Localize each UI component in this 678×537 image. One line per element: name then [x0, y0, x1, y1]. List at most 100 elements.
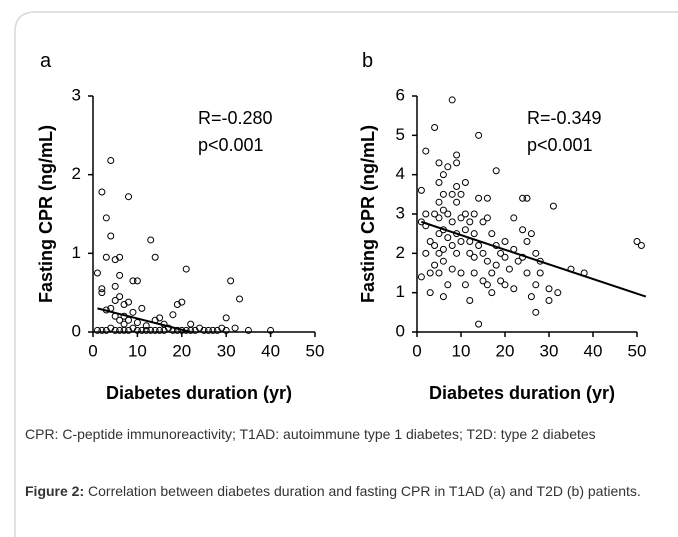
data-point	[483, 281, 491, 289]
data-point	[98, 289, 106, 297]
data-point	[142, 322, 150, 330]
data-point	[133, 277, 141, 285]
data-point	[129, 277, 137, 285]
data-point	[488, 230, 496, 238]
data-point	[107, 232, 115, 240]
data-point	[497, 277, 505, 285]
data-point	[435, 179, 443, 187]
data-point	[422, 210, 430, 218]
data-point	[453, 182, 461, 190]
data-point	[505, 265, 513, 273]
data-point	[461, 210, 469, 218]
data-point	[461, 179, 469, 187]
data-point	[120, 300, 128, 308]
data-point	[549, 202, 557, 210]
data-point	[422, 249, 430, 257]
y-tick-label: 3	[72, 85, 81, 104]
x-tick-label: 40	[584, 341, 603, 360]
data-point	[501, 281, 509, 289]
data-point	[231, 324, 239, 332]
data-point	[93, 326, 101, 334]
data-point	[444, 234, 452, 242]
data-point	[267, 326, 275, 334]
data-point	[431, 123, 439, 131]
data-point	[439, 206, 447, 214]
annotation: R=-0.349	[527, 108, 602, 128]
data-point	[435, 269, 443, 277]
data-point	[111, 297, 119, 305]
data-point	[98, 326, 106, 334]
data-point	[475, 241, 483, 249]
x-tick-label: 20	[172, 341, 191, 360]
x-tick-label: 0	[412, 341, 421, 360]
data-point	[532, 249, 540, 257]
data-point	[475, 194, 483, 202]
data-point	[98, 188, 106, 196]
data-point	[439, 171, 447, 179]
data-point	[151, 253, 159, 261]
data-point	[102, 214, 110, 222]
data-point	[453, 249, 461, 257]
data-point	[125, 316, 133, 324]
data-point	[142, 326, 150, 334]
data-point	[510, 214, 518, 222]
data-point	[453, 159, 461, 167]
data-point	[439, 245, 447, 253]
data-point	[204, 326, 212, 334]
data-point	[527, 293, 535, 301]
data-point	[431, 210, 439, 218]
y-tick-label: 3	[396, 203, 405, 222]
x-tick-label: 20	[496, 341, 515, 360]
data-point	[222, 314, 230, 322]
data-point	[461, 226, 469, 234]
data-point	[439, 190, 447, 198]
x-tick-label: 30	[540, 341, 559, 360]
data-point	[116, 271, 124, 279]
data-point	[102, 253, 110, 261]
data-point	[169, 311, 177, 319]
data-point	[417, 273, 425, 281]
data-point	[426, 289, 434, 297]
footnote: CPR: C-peptide immunoreactivity; T1AD: a…	[25, 426, 596, 442]
data-point	[187, 320, 195, 328]
y-axis-label: Fasting CPR (ng/mL)	[36, 125, 56, 303]
data-point	[448, 190, 456, 198]
data-point	[98, 285, 106, 293]
data-point	[483, 194, 491, 202]
y-tick-label: 1	[72, 243, 81, 262]
data-point	[483, 257, 491, 265]
data-point	[453, 198, 461, 206]
y-tick-label: 4	[396, 164, 405, 183]
data-point	[182, 265, 190, 273]
data-point	[554, 289, 562, 297]
data-point	[497, 249, 505, 257]
data-point	[120, 326, 128, 334]
data-point	[129, 308, 137, 316]
data-point	[138, 326, 146, 334]
figure-caption: Figure 2: Correlation between diabetes d…	[25, 482, 655, 501]
data-point	[107, 157, 115, 165]
data-point	[138, 304, 146, 312]
data-point	[125, 193, 133, 201]
data-point	[448, 265, 456, 273]
data-point	[160, 326, 168, 334]
data-point	[470, 210, 478, 218]
data-point	[116, 326, 124, 334]
data-point	[457, 190, 465, 198]
data-point	[236, 295, 244, 303]
data-point	[435, 230, 443, 238]
data-point	[435, 159, 443, 167]
data-point	[435, 214, 443, 222]
x-tick-label: 40	[261, 341, 280, 360]
data-point	[470, 230, 478, 238]
figure-label: Figure 2:	[25, 483, 85, 499]
data-point	[156, 326, 164, 334]
data-point	[431, 241, 439, 249]
y-tick-label: 0	[72, 321, 81, 340]
data-point	[426, 269, 434, 277]
data-point	[545, 297, 553, 305]
trend-line	[97, 307, 191, 333]
data-point	[545, 285, 553, 293]
caption-text: Correlation between diabetes duration an…	[88, 483, 641, 499]
